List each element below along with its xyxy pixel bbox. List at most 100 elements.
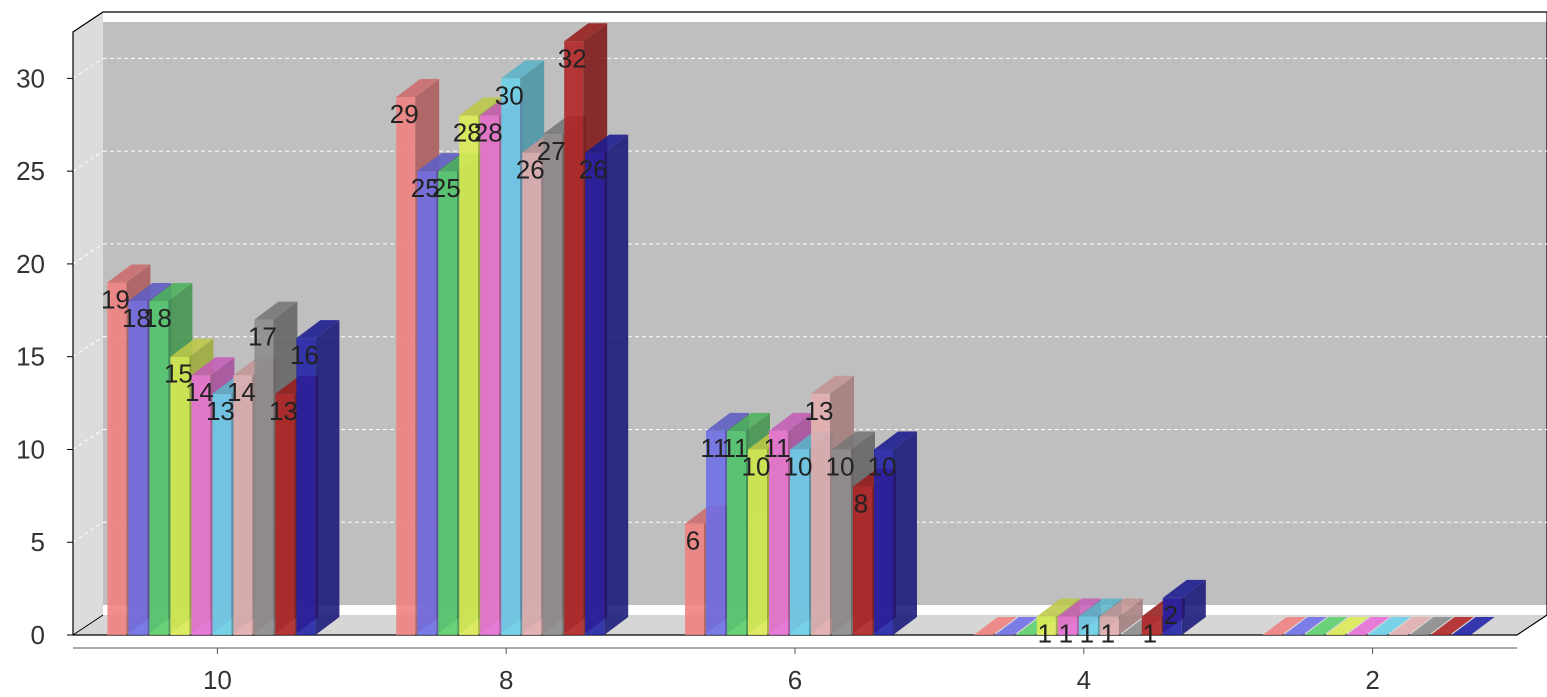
bar-top (811, 375, 854, 394)
y-tick-label: 15 (16, 342, 45, 372)
data-label: 10 (742, 451, 771, 481)
bar-front (170, 356, 190, 635)
bar-front (212, 393, 232, 635)
bar (585, 134, 629, 635)
bar-top (107, 264, 151, 283)
bar-top (1325, 617, 1369, 635)
bar-top (564, 23, 608, 42)
bar-front (832, 449, 851, 635)
data-label: 10 (784, 451, 813, 481)
bar-top (501, 60, 545, 79)
bar-top (1262, 617, 1306, 635)
bar-top (1367, 617, 1411, 635)
bar-top (973, 617, 1017, 635)
data-label: 18 (122, 303, 151, 333)
bar (973, 617, 1017, 635)
grid-line-side (72, 243, 104, 265)
data-label: 14 (227, 377, 256, 407)
data-label: 26 (516, 155, 545, 185)
x-tick-label: 4 (1077, 665, 1091, 695)
bar-top (1283, 617, 1327, 635)
data-label: 11 (701, 433, 728, 463)
bar-top (459, 97, 503, 116)
bar-front (417, 171, 437, 635)
bar-top (727, 412, 770, 431)
y-tick-label: 5 (31, 527, 45, 557)
data-label: 8 (854, 489, 868, 519)
x-tick-label: 8 (499, 665, 513, 695)
data-label: 28 (453, 117, 482, 147)
bar (296, 320, 340, 635)
bar (1451, 617, 1495, 635)
grid-line-side (72, 521, 104, 543)
bar-front (1078, 616, 1098, 635)
bar-top (149, 283, 193, 302)
data-label: 28 (474, 117, 503, 147)
bar-front (438, 171, 458, 635)
bar-front (191, 375, 211, 635)
data-label: 11 (722, 433, 749, 463)
bar-top (1036, 598, 1080, 617)
bar-front (1057, 616, 1077, 635)
bar-front (853, 486, 872, 635)
data-label: 14 (185, 377, 214, 407)
data-label: 2 (1164, 600, 1178, 630)
bar-side (315, 320, 340, 635)
bar (1346, 617, 1390, 635)
data-label: 10 (868, 451, 897, 481)
bar-front (480, 115, 500, 635)
data-label: 13 (269, 396, 298, 426)
bar (1099, 598, 1143, 635)
bar-top (1304, 617, 1348, 635)
data-label: 25 (411, 173, 440, 203)
bar-front (501, 78, 521, 635)
bar-top (585, 134, 629, 153)
bar-front (543, 134, 563, 636)
x-tick-label: 10 (203, 665, 232, 695)
bar (1283, 617, 1327, 635)
data-label: 1 (1143, 618, 1157, 648)
y-tick-label: 25 (16, 156, 45, 186)
bar-top (1057, 598, 1101, 617)
data-label: 25 (432, 173, 461, 203)
bar-top (191, 357, 235, 376)
x-tick-label: 6 (788, 665, 802, 695)
grid-line-side (72, 429, 104, 450)
bar-top (874, 431, 917, 450)
data-label: 11 (764, 433, 791, 463)
bar-front (748, 449, 767, 635)
data-label: 1 (1101, 618, 1115, 648)
bar-top (1451, 617, 1495, 635)
data-label: 1 (1038, 618, 1052, 648)
bar-top (128, 283, 172, 302)
bar-front (459, 115, 479, 635)
bar-front (585, 152, 605, 635)
data-label: 15 (164, 359, 193, 389)
data-label: 29 (390, 99, 419, 129)
bar-top (706, 412, 749, 431)
bar-top (417, 153, 461, 172)
data-label: 32 (558, 43, 587, 73)
bar-front (275, 393, 295, 635)
bars (107, 23, 1495, 636)
bar (1162, 579, 1206, 635)
bar-front (790, 449, 809, 635)
data-label: 27 (537, 136, 566, 166)
bar-front (1162, 597, 1182, 635)
bar-front (128, 301, 148, 635)
bar (1304, 617, 1348, 635)
bar-front (254, 319, 274, 635)
bar (1325, 617, 1369, 635)
data-label: 26 (579, 155, 608, 185)
bar-front (1099, 616, 1119, 635)
bar-front (769, 430, 788, 635)
bar-front (1141, 616, 1161, 635)
bar (1388, 617, 1432, 635)
data-label: 30 (495, 80, 524, 110)
grid-line-side (72, 336, 104, 358)
bar-front (149, 301, 169, 635)
y-tick-label: 0 (31, 620, 45, 650)
bar-top (296, 320, 340, 339)
